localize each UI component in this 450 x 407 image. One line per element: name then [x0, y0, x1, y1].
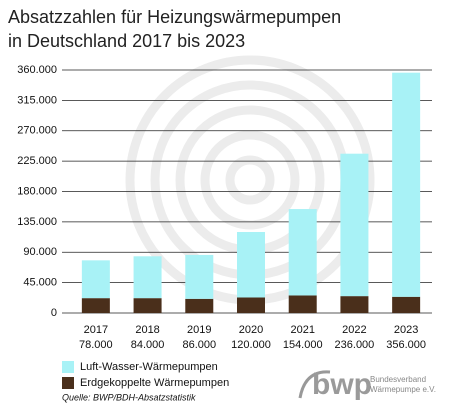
x-tick-label: 2023 [394, 324, 418, 336]
y-tick-label: 90.000 [23, 246, 57, 258]
source: Quelle: BWP/BDH-Absatzstatistik [62, 392, 196, 402]
x-tick-label: 2017 [84, 324, 108, 336]
logo: bwp Bundesverband Wärmepumpe e.V. [298, 368, 436, 401]
x-tick-label: 2019 [187, 324, 211, 336]
y-tick-label: 360.000 [17, 64, 57, 76]
x-tick-label: 2020 [239, 324, 263, 336]
bar-segment [392, 296, 421, 313]
total-label: 236.000 [335, 339, 375, 351]
legend-swatch [62, 361, 74, 373]
chart-title: Absatzzahlen für Heizungswärmepumpen [8, 7, 341, 27]
bar-segment [81, 298, 110, 313]
bar-segment [133, 298, 162, 313]
total-label: 356.000 [386, 339, 426, 351]
chart-subtitle: in Deutschland 2017 bis 2023 [8, 31, 245, 51]
bar-segment [340, 296, 369, 313]
bar-segment [392, 72, 421, 297]
y-tick-label: 45.000 [23, 277, 57, 289]
logo-line: Bundesverband [370, 375, 426, 384]
bar-segment [288, 209, 317, 296]
bar-segment [237, 232, 265, 298]
legend-swatch [62, 377, 74, 389]
total-label: 120.000 [231, 339, 271, 351]
total-label: 86.000 [182, 339, 216, 351]
bar-segment [340, 153, 369, 297]
y-tick-label: 180.000 [17, 185, 57, 197]
y-tick-label: 270.000 [17, 125, 57, 137]
y-tick-label: 315.000 [17, 94, 57, 106]
y-tick-label: 225.000 [17, 155, 57, 167]
bar-segment [288, 295, 317, 313]
bar-segment [237, 297, 265, 313]
logo-line: Wärmepumpe e.V. [370, 385, 436, 394]
x-tick-label: 2021 [290, 324, 314, 336]
logo-mark: bwp [312, 368, 372, 401]
bar-segment [133, 256, 162, 299]
logo-swoosh [298, 370, 331, 399]
x-tick-label: 2022 [342, 324, 366, 336]
bar-segment [185, 254, 214, 299]
y-tick-label: 135.000 [17, 216, 57, 228]
y-tick-label: 0 [51, 307, 57, 319]
x-tick-label: 2018 [135, 324, 159, 336]
total-label: 154.000 [283, 339, 323, 351]
total-label: 78.000 [79, 339, 113, 351]
bar-segment [81, 260, 110, 299]
bar-segment [185, 298, 214, 313]
legend-label: Luft-Wasser-Wärmepumpen [80, 361, 218, 373]
legend-label: Erdgekoppelte Wärmepumpen [80, 377, 229, 389]
total-label: 84.000 [131, 339, 165, 351]
